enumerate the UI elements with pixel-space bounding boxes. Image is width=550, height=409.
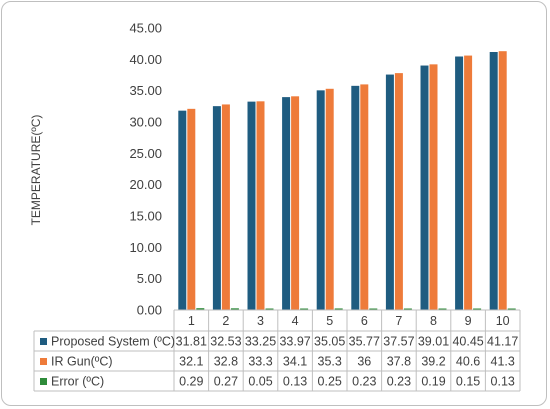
y-tick-label: 20.00	[129, 177, 162, 192]
table-cell-value: 32.53	[210, 335, 241, 349]
bars	[178, 51, 516, 311]
x-category-label: 7	[395, 314, 402, 328]
legend-series-name: Error (ºC)	[51, 375, 104, 389]
x-category-label: 6	[361, 314, 368, 328]
bar-error-10	[507, 308, 516, 310]
bar-proposed-5	[316, 90, 325, 310]
table-cell-value: 34.1	[283, 355, 307, 369]
table-cell-value: 33.97	[279, 335, 310, 349]
table-cell-value: 35.3	[318, 355, 342, 369]
legend-swatch	[40, 358, 47, 365]
bar-proposed-9	[455, 56, 464, 311]
bar-proposed-6	[351, 85, 360, 310]
x-category-label: 1	[188, 314, 195, 328]
bar-proposed-1	[178, 110, 187, 310]
bar-error-3	[265, 308, 274, 310]
bar-error-2	[230, 308, 239, 310]
y-tick-label: 5.00	[137, 271, 162, 286]
table-cell-value: 0.25	[318, 375, 342, 389]
bar-irgun-4	[291, 96, 300, 310]
table-cell-value: 33.3	[248, 355, 272, 369]
table-cell-value: 32.1	[179, 355, 203, 369]
bar-irgun-2	[221, 104, 230, 310]
bar-proposed-8	[420, 65, 429, 310]
y-tick-label: 40.00	[129, 52, 162, 67]
bar-error-4	[300, 308, 309, 310]
x-category-label: 4	[292, 314, 299, 328]
table-cell-value: 33.25	[245, 335, 276, 349]
y-axis-label: TEMPERATURE(ºC)	[29, 115, 43, 226]
bar-irgun-7	[394, 73, 403, 311]
bar-irgun-6	[360, 84, 369, 311]
bar-irgun-5	[325, 88, 334, 310]
y-tick-label: 10.00	[129, 240, 162, 255]
bar-irgun-9	[464, 55, 473, 310]
x-category-label: 8	[430, 314, 437, 328]
table-cell-value: 40.6	[456, 355, 480, 369]
legend-swatch	[40, 338, 47, 345]
table-cell-value: 39.2	[421, 355, 445, 369]
table-cell-value: 0.29	[179, 375, 203, 389]
bar-proposed-2	[212, 106, 221, 311]
table-cell-value: 32.8	[214, 355, 238, 369]
table-cell-value: 35.77	[349, 335, 380, 349]
bar-proposed-7	[385, 74, 394, 310]
y-tick-label: 35.00	[129, 83, 162, 98]
table-cell-value: 40.45	[452, 335, 483, 349]
x-category-label: 9	[465, 314, 472, 328]
table-cell-value: 37.8	[387, 355, 411, 369]
bar-error-1	[196, 308, 205, 310]
bar-proposed-3	[247, 101, 256, 310]
table-cell-value: 0.23	[387, 375, 411, 389]
bar-irgun-1	[187, 108, 196, 310]
table-cell-value: 39.01	[418, 335, 449, 349]
y-tick-label: 15.00	[129, 209, 162, 224]
table-cell-value: 41.17	[487, 335, 518, 349]
bar-error-8	[438, 308, 447, 310]
bar-error-6	[369, 308, 378, 310]
y-tick-label: 25.00	[129, 146, 162, 161]
bar-irgun-10	[498, 51, 507, 310]
table-cell-value: 0.23	[352, 375, 376, 389]
data-table: 1 2 3 4 5 6 7 8 9 10 Proposed System (ºC) 31.81 32.5…	[33, 309, 521, 392]
bar-error-9	[473, 308, 482, 310]
table-cell-value: 0.27	[214, 375, 238, 389]
y-tick-label: 45.00	[129, 21, 162, 36]
table-cell-value: 36	[357, 355, 371, 369]
bar-error-5	[334, 308, 343, 310]
y-tick-label: 30.00	[129, 115, 162, 130]
bar-irgun-8	[429, 64, 438, 310]
legend-swatch	[40, 378, 47, 385]
y-axis-ticks: 0.00 5.00 10.00 15.00 20.00 25.00 30.00 35.00 40…	[129, 21, 162, 318]
legend-series-name: Proposed System (ºC)	[51, 335, 175, 349]
table-cell-value: 41.3	[491, 355, 515, 369]
bar-irgun-3	[256, 101, 265, 310]
table-cell-value: 37.57	[383, 335, 414, 349]
table-cell-value: 0.05	[248, 375, 272, 389]
table-cell-value: 0.13	[491, 375, 515, 389]
bar-error-7	[403, 308, 412, 310]
x-category-label: 2	[222, 314, 229, 328]
bar-proposed-10	[489, 52, 498, 310]
y-tick-label: 0.00	[137, 303, 162, 318]
x-category-label: 5	[326, 314, 333, 328]
x-category-label: 10	[496, 314, 510, 328]
table-cell-value: 31.81	[176, 335, 207, 349]
table-cell-value: 0.15	[456, 375, 480, 389]
table-cell-value: 35.05	[314, 335, 345, 349]
legend-series-name: IR Gun(ºC)	[51, 355, 113, 369]
x-category-label: 3	[257, 314, 264, 328]
table-cell-value: 0.13	[283, 375, 307, 389]
bar-proposed-4	[282, 97, 291, 311]
table-cell-value: 0.19	[421, 375, 445, 389]
